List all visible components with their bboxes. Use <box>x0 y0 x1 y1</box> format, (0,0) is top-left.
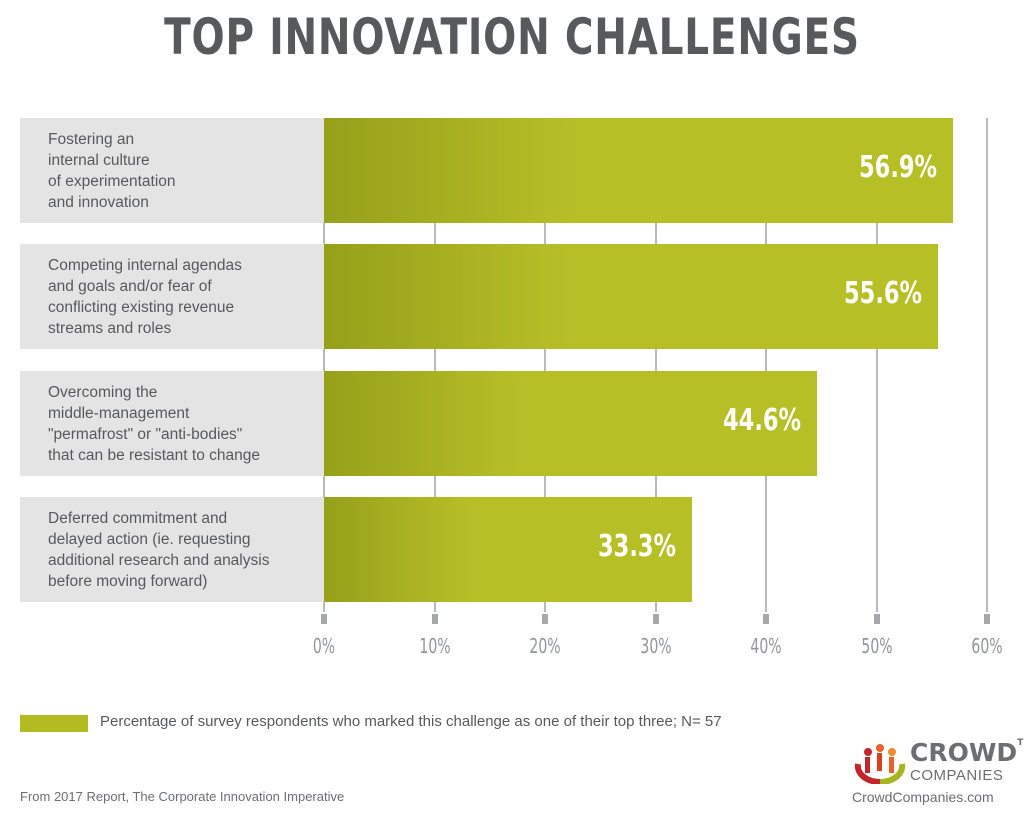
gridline <box>433 118 436 612</box>
category-label: Deferred commitment and delayed action (… <box>20 497 324 602</box>
x-tick-label: 0% <box>312 634 336 658</box>
bar <box>324 497 692 602</box>
category-label: Fostering an internal culture of experim… <box>20 118 324 223</box>
gridline <box>765 118 767 612</box>
x-tick-label: 10% <box>418 634 451 658</box>
gridline <box>544 118 546 612</box>
gridline <box>654 118 657 612</box>
category-label: Competing internal agendas and goals and… <box>20 244 324 349</box>
bar <box>324 371 817 476</box>
tick-mark <box>652 614 659 624</box>
gridline <box>323 118 325 612</box>
crowd-companies-logo-icon <box>854 744 906 784</box>
brand-site: CrowdCompanies.com <box>852 789 994 805</box>
data-label: 56.9% <box>858 150 937 185</box>
tick-mark <box>763 614 769 624</box>
data-label: 33.3% <box>597 529 676 564</box>
gridline <box>986 118 988 612</box>
tick-mark <box>542 614 548 624</box>
data-label: 44.6% <box>722 403 801 438</box>
category-label: Overcoming the middle-management "permaf… <box>20 371 324 476</box>
gridline <box>875 118 878 612</box>
source-note: From 2017 Report, The Corporate Innovati… <box>20 789 345 804</box>
tick-mark <box>984 614 990 624</box>
tick-mark <box>321 614 327 624</box>
legend-label: Percentage of survey respondents who mar… <box>100 713 722 730</box>
tick-mark <box>431 614 438 624</box>
x-tick-label: 40% <box>750 634 782 658</box>
x-tick-label: 60% <box>971 634 1003 658</box>
bar <box>324 244 939 349</box>
x-tick-label: 20% <box>529 634 561 658</box>
data-label: 55.6% <box>844 276 923 311</box>
bar <box>324 118 953 223</box>
x-tick-label: 50% <box>860 634 893 658</box>
legend-swatch <box>20 715 88 732</box>
brand-name: CROWDTM <box>910 738 1024 767</box>
x-tick-label: 30% <box>639 634 672 658</box>
brand-sub: COMPANIES <box>910 767 1004 784</box>
chart-title: TOP INNOVATION CHALLENGES <box>164 8 860 66</box>
tick-mark <box>873 614 880 624</box>
